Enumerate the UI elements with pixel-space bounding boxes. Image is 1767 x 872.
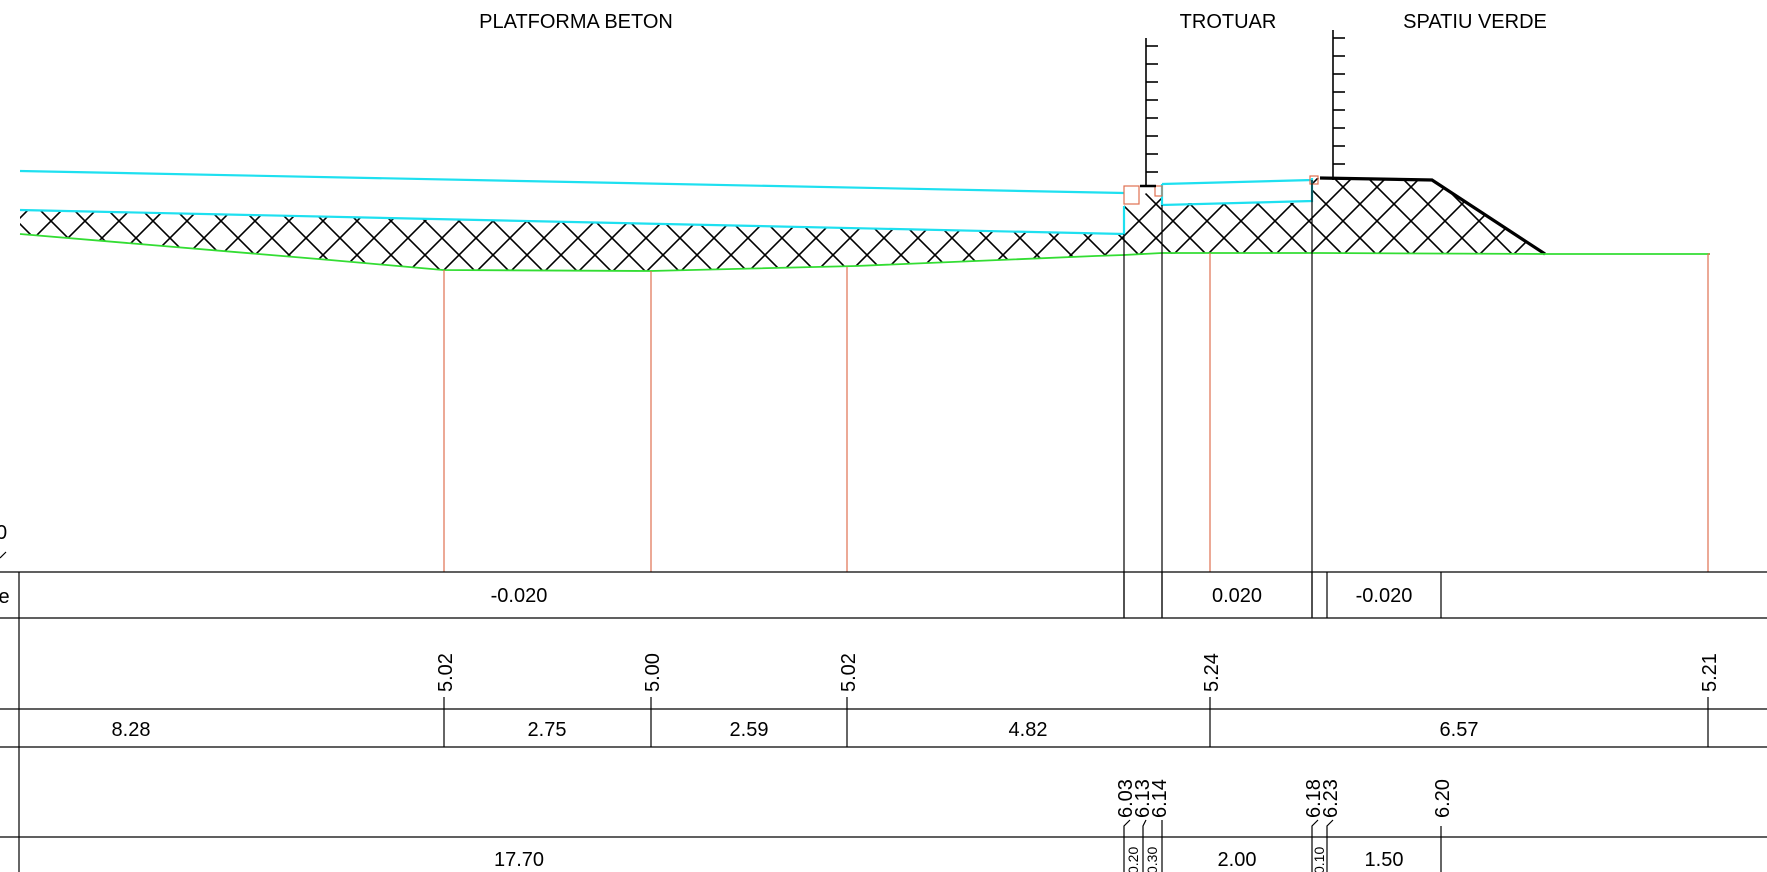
design-elevation: 6.23: [1320, 779, 1342, 818]
curb-detail: [1123, 175, 1319, 205]
zone-title-green-space: SPATIU VERDE: [1403, 11, 1547, 33]
design-distance: 0.10: [1311, 847, 1327, 872]
ground-guide-lines: [443, 253, 1710, 572]
sidewalk-hatch-layer: [1124, 178, 1545, 255]
design-elevation: 6.18: [1303, 779, 1325, 818]
ground-elevation: 5.00: [642, 653, 664, 692]
ground-line: [19, 233, 1710, 272]
design-distance: 0.30: [1144, 847, 1160, 872]
row-label-fragment: le: [0, 586, 10, 608]
zone-title-sidewalk: TROTUAR: [1180, 11, 1277, 33]
berm-outline: [1319, 176, 1546, 256]
ground-elevation: 5.02: [838, 653, 860, 692]
design-distance: 0.20: [1125, 847, 1141, 872]
design-elevation: 6.14: [1149, 779, 1171, 818]
ground-distance: 8.28: [112, 719, 151, 741]
slope-sidewalk: 0.020: [1212, 585, 1262, 607]
ground-elevation: 5.21: [1699, 653, 1721, 692]
design-guide-lines: [1123, 180, 1313, 617]
edge-tick: [0, 551, 7, 559]
design-elevation: 6.20: [1432, 779, 1454, 818]
slope-green: -0.020: [1356, 585, 1413, 607]
pole-marker-left: [1145, 38, 1158, 186]
ground-distance: 4.82: [1009, 719, 1048, 741]
design-distance: 17.70: [494, 849, 544, 871]
design-distance: 1.50: [1365, 849, 1404, 871]
data-table-grid: [0, 571, 1767, 872]
design-distance: 2.00: [1218, 849, 1257, 871]
ground-distance: 2.59: [730, 719, 769, 741]
ground-elevation: 5.02: [435, 653, 457, 692]
edge-digit: 0: [0, 522, 7, 544]
design-elevation: 6.13: [1132, 779, 1154, 818]
ground-elevation: 5.24: [1201, 653, 1223, 692]
pole-marker-right: [1332, 30, 1345, 180]
design-elevation: 6.03: [1115, 779, 1137, 818]
platform-hatch-layer: [20, 210, 1124, 271]
slope-platform: -0.020: [491, 585, 548, 607]
ground-distance: 6.57: [1440, 719, 1479, 741]
ground-distance: 2.75: [528, 719, 567, 741]
zone-title-platform: PLATFORMA BETON: [479, 11, 673, 33]
